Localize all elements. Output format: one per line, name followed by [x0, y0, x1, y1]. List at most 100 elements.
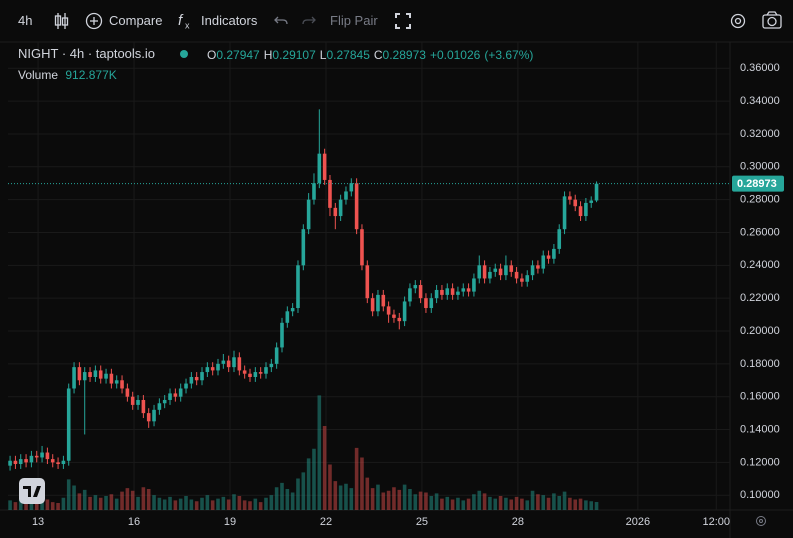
volume-bar: [413, 494, 418, 510]
volume-bar: [312, 448, 316, 510]
redo-icon[interactable]: [302, 16, 316, 25]
candle-body: [536, 265, 540, 269]
ohlc-value: 0.27947: [216, 48, 260, 62]
candle-body: [232, 357, 236, 368]
candle-body: [45, 452, 50, 460]
volume-bar: [525, 500, 530, 510]
candle-body: [589, 200, 594, 203]
candle-body: [56, 462, 60, 465]
compare-button[interactable]: Compare: [109, 13, 163, 28]
symbol-title: NIGHT · 4h · taptools.io: [18, 46, 156, 61]
volume-bar: [562, 491, 567, 510]
volume-bar: [66, 479, 71, 510]
candle-body: [24, 459, 28, 463]
candle-body: [530, 265, 535, 276]
y-tick-label: 0.14000: [740, 423, 780, 435]
candle-body: [472, 278, 476, 292]
volume-bar: [568, 497, 572, 510]
svg-text:x: x: [185, 20, 190, 30]
candle-body: [402, 301, 407, 322]
last-price-label: 0.28973: [737, 178, 777, 190]
volume-bar: [226, 499, 231, 510]
compare-icon[interactable]: [85, 12, 103, 30]
volume-bar: [114, 498, 119, 510]
volume-bar: [168, 496, 172, 510]
interval-button[interactable]: 4h: [18, 13, 33, 28]
volume-bar: [306, 458, 311, 510]
candle-body: [109, 373, 114, 384]
volume-bar: [146, 489, 151, 510]
candle-body: [509, 265, 514, 272]
volume-bar: [504, 497, 508, 510]
volume-bar: [322, 426, 327, 510]
candle-body: [381, 294, 386, 307]
volume-bar: [477, 490, 482, 510]
volume-bar: [408, 489, 412, 510]
y-tick-label: 0.36000: [740, 62, 780, 74]
volume-bar: [354, 447, 359, 510]
volume-bar: [381, 492, 386, 510]
volume-bar: [498, 496, 503, 510]
candle-body: [18, 459, 23, 465]
volume-bar: [274, 487, 279, 510]
candle-body: [72, 367, 76, 389]
candle-body: [146, 413, 151, 422]
volume-bar: [365, 477, 370, 510]
volume-bar: [82, 489, 87, 510]
volume-bar: [258, 502, 263, 510]
time-axis-settings[interactable]: [756, 516, 766, 526]
volume-bar: [541, 495, 546, 510]
volume-bar: [72, 485, 76, 510]
volume-bar: [456, 497, 460, 510]
volume-bar: [189, 499, 194, 510]
volume-bar: [376, 484, 380, 510]
ohlc-letter: H: [263, 48, 273, 62]
y-tick-label: 0.16000: [740, 391, 780, 403]
volume-bar: [360, 457, 364, 510]
indicators-button[interactable]: Indicators: [201, 13, 258, 28]
volume-bar: [200, 497, 204, 510]
candle-body: [184, 383, 188, 389]
volume-bar: [578, 498, 583, 510]
volume-bar: [34, 501, 39, 510]
settings-icon[interactable]: [730, 13, 746, 29]
candle-body: [168, 393, 172, 400]
candle-body: [594, 183, 599, 201]
volume-bar: [397, 489, 402, 510]
undo-icon[interactable]: [274, 16, 288, 25]
last-price-badge: [732, 175, 784, 192]
flip-pair-button[interactable]: Flip Pair: [330, 13, 378, 28]
volume-bar: [88, 496, 92, 510]
volume-bar: [429, 496, 434, 510]
candle-body: [360, 229, 364, 266]
tradingview-logo: [19, 478, 45, 504]
candle-body: [40, 452, 44, 458]
candle-body: [450, 288, 455, 295]
candle-body: [82, 372, 87, 381]
volume-bar: [152, 495, 156, 510]
volume-bar: [210, 500, 215, 510]
volume-bar: [173, 500, 178, 510]
candle-body: [344, 191, 348, 200]
fullscreen-icon[interactable]: [395, 13, 411, 29]
volume-bar: [232, 494, 236, 510]
candle-body: [456, 291, 460, 295]
volume-bar: [493, 498, 498, 510]
volume-bar: [573, 499, 578, 510]
candle-body: [493, 268, 498, 272]
candle-body: [408, 288, 412, 302]
candle-body: [477, 265, 482, 279]
snapshot-icon[interactable]: [762, 11, 782, 29]
candle-body: [525, 275, 530, 282]
volume-bar: [125, 488, 130, 510]
volume-bar: [392, 487, 396, 510]
candle-body: [541, 255, 546, 269]
candle-body: [370, 298, 375, 312]
candle-body: [424, 298, 428, 309]
candle-type-icon[interactable]: [54, 13, 69, 29]
volume-bar: [98, 497, 103, 510]
candle-body: [306, 199, 311, 230]
